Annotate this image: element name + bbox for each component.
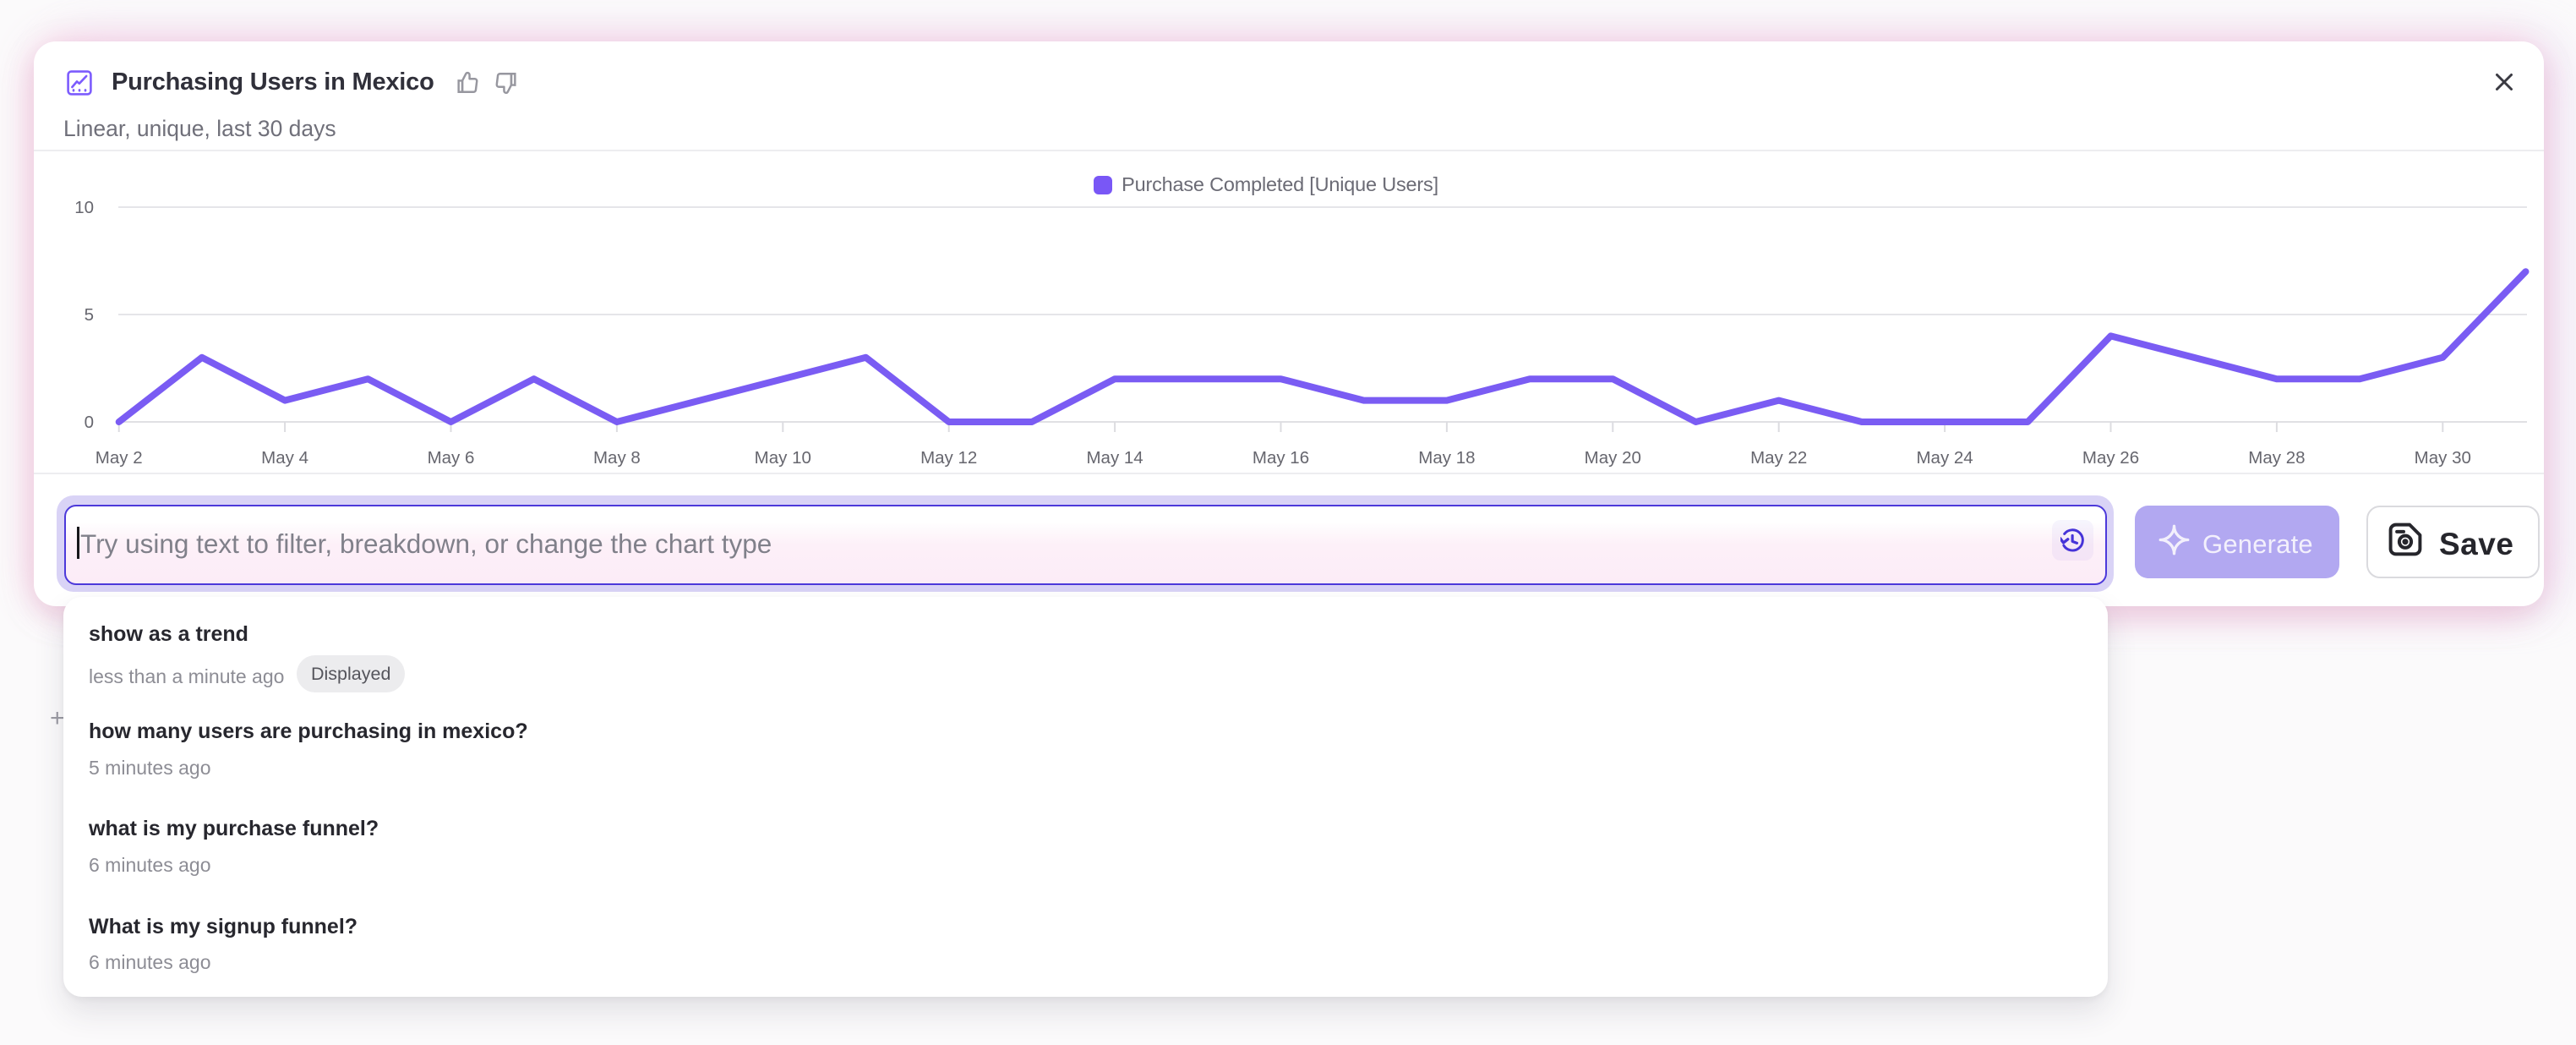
svg-text:0: 0	[85, 413, 94, 432]
svg-text:May 18: May 18	[1418, 448, 1475, 468]
svg-text:May 26: May 26	[2082, 448, 2139, 468]
svg-text:May 16: May 16	[1253, 448, 1309, 468]
svg-text:5: 5	[85, 305, 94, 325]
svg-text:May 28: May 28	[2248, 448, 2305, 468]
svg-text:May 10: May 10	[755, 448, 811, 468]
svg-text:May 4: May 4	[261, 448, 308, 468]
svg-text:May 2: May 2	[96, 448, 143, 468]
svg-text:May 8: May 8	[593, 448, 641, 468]
svg-text:May 22: May 22	[1750, 448, 1807, 468]
svg-text:May 12: May 12	[920, 448, 977, 468]
svg-text:May 20: May 20	[1585, 448, 1641, 468]
svg-text:May 30: May 30	[2415, 448, 2471, 468]
svg-text:May 24: May 24	[1916, 448, 1973, 468]
svg-text:May 6: May 6	[428, 448, 475, 468]
svg-text:May 14: May 14	[1086, 448, 1143, 468]
svg-text:10: 10	[74, 198, 94, 217]
